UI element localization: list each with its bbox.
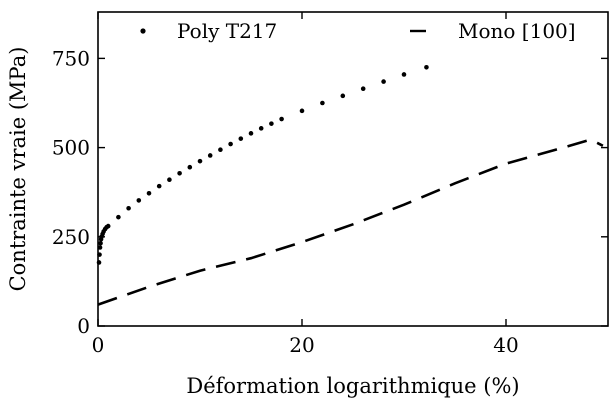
data-point bbox=[238, 136, 244, 141]
y-axis-label: Contrainte vraie (MPa) bbox=[6, 47, 30, 292]
legend-label-series-2: Mono [100] bbox=[458, 19, 576, 43]
data-point bbox=[381, 79, 386, 84]
data-point bbox=[218, 147, 223, 153]
data-point bbox=[258, 126, 264, 131]
data-point bbox=[187, 164, 193, 170]
data-point bbox=[126, 205, 131, 211]
data-point bbox=[269, 121, 274, 126]
data-point bbox=[207, 153, 213, 158]
plot-frame bbox=[97, 11, 609, 327]
data-point bbox=[279, 116, 284, 122]
series-line bbox=[97, 139, 604, 306]
legend: Poly T217 Mono [100] bbox=[140, 19, 576, 43]
data-point bbox=[177, 170, 182, 176]
y-tick-label: 0 bbox=[77, 314, 90, 338]
x-tick-label: 0 bbox=[92, 333, 105, 357]
data-point bbox=[248, 131, 254, 136]
data-point bbox=[98, 240, 103, 246]
data-point bbox=[228, 141, 233, 147]
data-point bbox=[360, 86, 366, 92]
x-axis-label: Déformation logarithmique (%) bbox=[186, 374, 519, 398]
data-point bbox=[97, 252, 102, 257]
x-tick-label: 20 bbox=[289, 333, 314, 357]
data-point bbox=[156, 183, 162, 189]
data-point bbox=[146, 190, 152, 196]
data-point bbox=[96, 260, 102, 265]
data-point bbox=[340, 93, 346, 99]
data-point bbox=[105, 223, 111, 229]
legend-marker-dot bbox=[140, 28, 146, 34]
legend-label-series-1: Poly T217 bbox=[177, 19, 277, 43]
y-tick-label: 250 bbox=[52, 225, 90, 249]
y-tick-label: 500 bbox=[52, 136, 90, 160]
data-point bbox=[97, 245, 103, 250]
data-point bbox=[401, 72, 407, 77]
data-point bbox=[116, 214, 121, 220]
data-point bbox=[136, 198, 142, 203]
axis-ticks: 0 20 40 0 250 500 750 bbox=[52, 12, 608, 357]
data-point bbox=[197, 158, 203, 164]
data-point bbox=[320, 100, 325, 106]
y-tick-label: 750 bbox=[52, 46, 90, 70]
data-point bbox=[424, 65, 429, 70]
x-tick-label: 40 bbox=[493, 333, 518, 357]
series-layer bbox=[96, 65, 604, 306]
data-point bbox=[299, 108, 305, 114]
data-point bbox=[167, 177, 172, 183]
